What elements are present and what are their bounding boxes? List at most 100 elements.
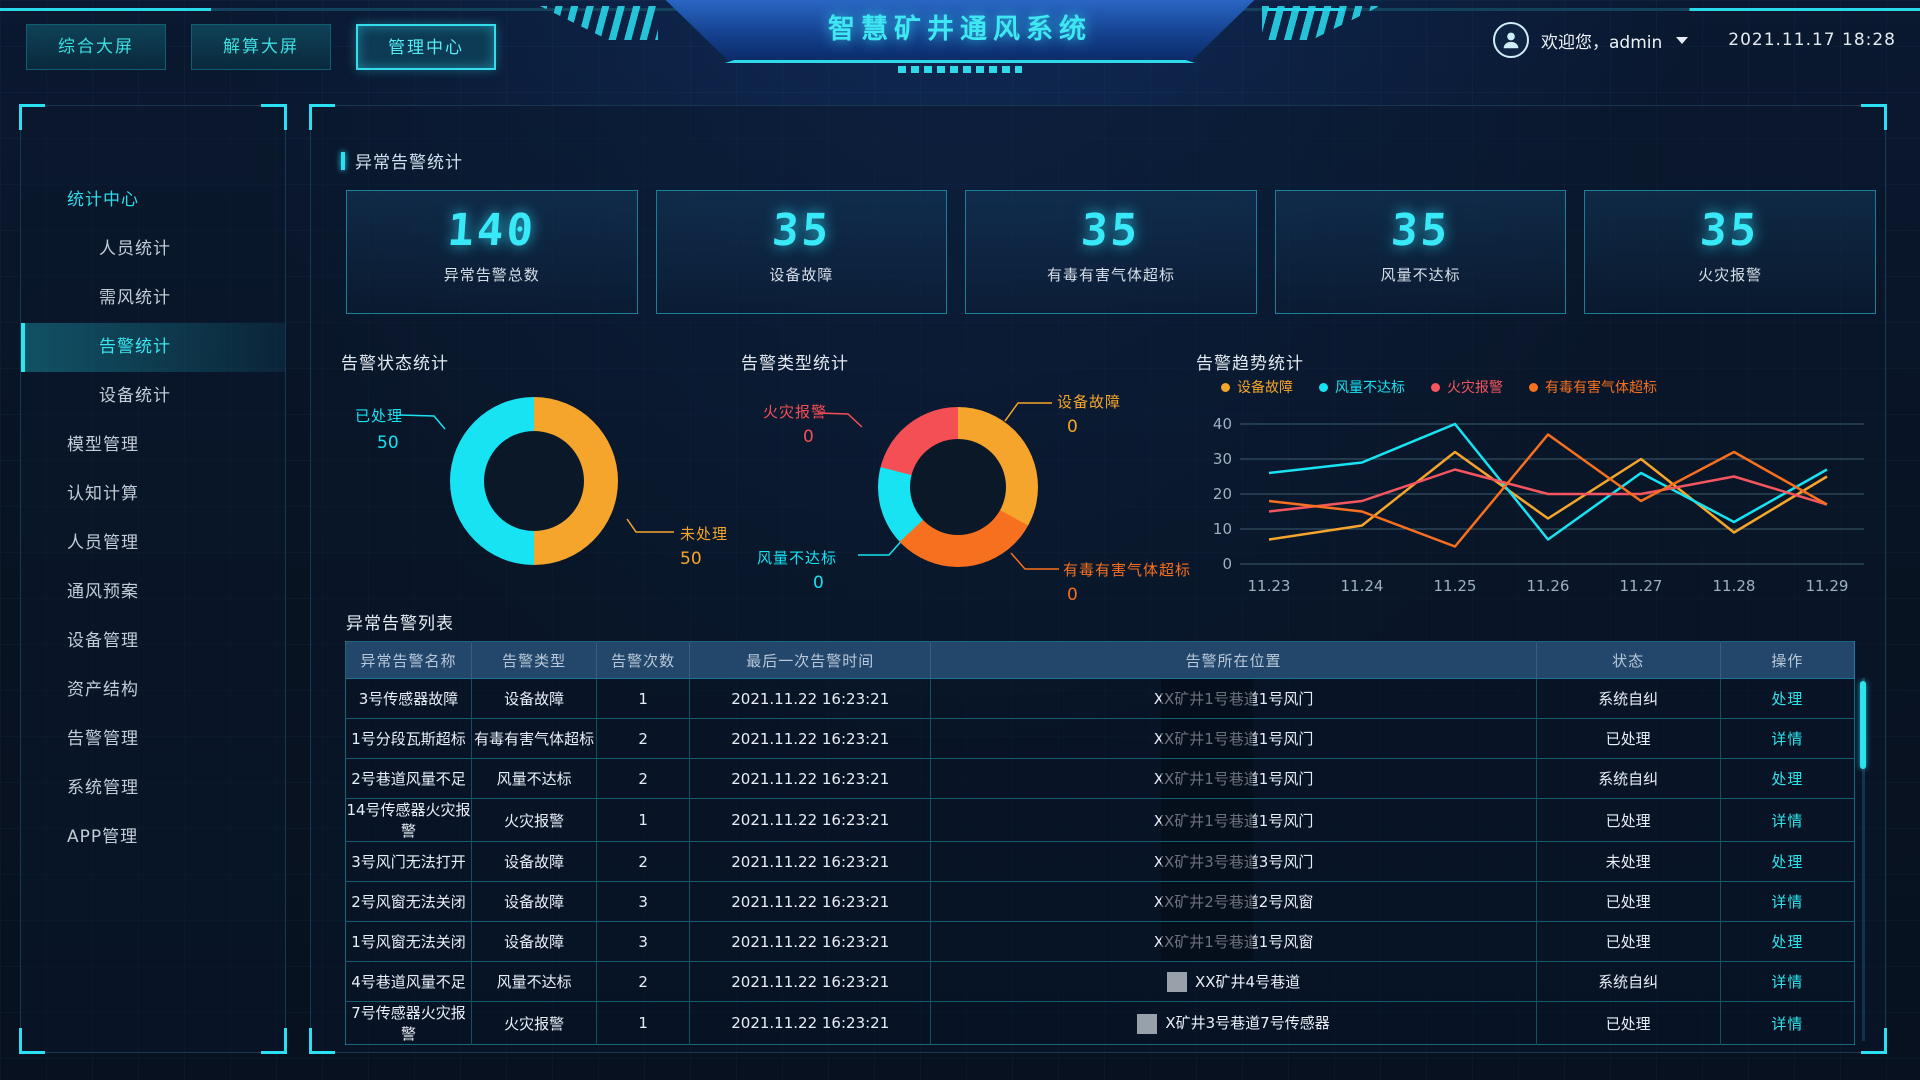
cell-alarm-name: 2号巷道风量不足: [345, 758, 472, 799]
cell-alarm-time: 2021.11.22 16:23:21: [689, 758, 932, 799]
banner-stripes-left: [540, 6, 658, 40]
banner-edge-line: [725, 60, 1195, 63]
legend-item-0[interactable]: 设备故障: [1221, 377, 1293, 397]
cell-alarm-time: 2021.11.22 16:23:21: [689, 921, 932, 962]
action-link-2[interactable]: 处理: [1771, 770, 1804, 788]
corner-bracket: [261, 1028, 287, 1054]
legend-item-2[interactable]: 火灾报警: [1431, 377, 1503, 397]
sidebar-item-6[interactable]: 资产结构: [67, 680, 139, 700]
nav-button-0[interactable]: 综合大屏: [26, 24, 166, 70]
cell-alarm-location: XX矿井1号巷道1号风窗: [930, 921, 1537, 962]
cell-alarm-status: 已处理: [1536, 1001, 1721, 1045]
user-menu-caret-icon[interactable]: [1676, 36, 1689, 44]
alarm-state-chart: 告警状态统计 已处理 50 未处理 50: [341, 341, 761, 626]
alarm-table-head: 异常告警名称 告警类型 告警次数 最后一次告警时间 告警所在位置 状态 操作: [345, 641, 1855, 679]
legend-dot: [1319, 382, 1328, 392]
alarm-trend-chart: 告警趋势统计 设备故障 风量不达标 火灾报警 有毒有害气体超标 0 10 20 30 40 11…: [1196, 341, 1886, 646]
pie-label-processed: 已处理: [355, 407, 404, 425]
action-link-7[interactable]: 详情: [1771, 973, 1804, 991]
sidebar-menu: 统计中心人员统计需风统计告警统计设备统计模型管理认知计算人员管理通风预案设备管理…: [21, 176, 285, 862]
legend-dot: [1431, 382, 1440, 392]
page-title: 智慧矿井通风系统: [828, 14, 1092, 45]
sidebar-subitem-0-3[interactable]: 设备统计: [99, 386, 171, 406]
sidebar-subitem-0-0[interactable]: 人员统计: [99, 239, 171, 259]
corner-bracket: [1861, 1028, 1887, 1054]
alarm-type-title: 告警类型统计: [741, 354, 849, 374]
redaction-box: [1166, 972, 1187, 993]
cell-alarm-type: 火灾报警: [471, 1001, 598, 1045]
sidebar-item-4[interactable]: 通风预案: [67, 582, 139, 602]
cell-alarm-name: 2号风窗无法关闭: [345, 881, 472, 922]
pie-label-airflow: 风量不达标: [757, 549, 838, 567]
action-link-5[interactable]: 详情: [1771, 893, 1804, 911]
corner-bracket: [19, 1028, 45, 1054]
sidebar-item-0[interactable]: 统计中心: [67, 190, 139, 210]
cell-alarm-type: 设备故障: [471, 841, 598, 882]
sidebar-item-7[interactable]: 告警管理: [67, 729, 139, 749]
sidebar-item-3[interactable]: 人员管理: [67, 533, 139, 553]
column-header-2: 告警次数: [596, 641, 691, 679]
action-link-6[interactable]: 处理: [1771, 933, 1804, 951]
nav-button-2[interactable]: 管理中心: [356, 24, 496, 70]
stat-card-value: 35: [1079, 205, 1143, 256]
stat-card-0: 140 异常告警总数: [346, 190, 638, 314]
stats-section-header: 异常告警统计: [341, 148, 463, 173]
svg-text:11.24: 11.24: [1341, 577, 1384, 595]
cell-alarm-location: XX矿井1号巷道1号风门: [930, 678, 1537, 719]
stat-card-4: 35 火灾报警: [1584, 190, 1876, 314]
nav-button-1[interactable]: 解算大屏: [191, 24, 331, 70]
sidebar-item-1[interactable]: 模型管理: [67, 435, 139, 455]
action-link-1[interactable]: 详情: [1771, 730, 1804, 748]
cell-alarm-action: 详情: [1720, 881, 1855, 922]
cell-alarm-count: 2: [596, 961, 691, 1002]
stat-card-label: 异常告警总数: [443, 266, 540, 284]
redaction-patch: [1161, 719, 1254, 758]
pie-value-airflow: 0: [813, 573, 824, 593]
cell-alarm-count: 3: [596, 881, 691, 922]
cell-alarm-status: 未处理: [1536, 841, 1721, 882]
app-title-banner: 智慧矿井通风系统: [665, 0, 1255, 62]
cell-alarm-location: XX矿井1号巷道1号风门: [930, 798, 1537, 842]
legend-item-1[interactable]: 风量不达标: [1319, 377, 1405, 397]
sidebar-item-9[interactable]: APP管理: [67, 827, 139, 847]
cell-alarm-action: 详情: [1720, 798, 1855, 842]
cell-alarm-action: 处理: [1720, 678, 1855, 719]
cell-alarm-type: 有毒有害气体超标: [471, 718, 598, 759]
cell-alarm-location: XX矿井1号巷道1号风门: [930, 718, 1537, 759]
cell-alarm-count: 1: [596, 678, 691, 719]
alarm-type-chart: 告警类型统计 设备故障 0 火灾报警 0 风量不达标 0 有毒有害气体超标 0: [741, 341, 1221, 636]
sidebar-item-8[interactable]: 系统管理: [67, 778, 139, 798]
legend-item-3[interactable]: 有毒有害气体超标: [1529, 377, 1657, 397]
redaction-box: [1137, 1013, 1158, 1034]
svg-text:11.25: 11.25: [1434, 577, 1477, 595]
cell-alarm-action: 处理: [1720, 758, 1855, 799]
stat-card-label: 火灾报警: [1698, 266, 1763, 284]
cell-alarm-type: 设备故障: [471, 881, 598, 922]
pie-value-gas: 0: [1067, 585, 1078, 605]
user-avatar-icon[interactable]: [1492, 22, 1529, 58]
datetime: 2021.11.17 18:28: [1728, 30, 1896, 50]
sidebar-item-2[interactable]: 认知计算: [67, 484, 139, 504]
legend-label: 火灾报警: [1447, 380, 1503, 396]
pie-value-device: 0: [1067, 417, 1078, 437]
action-link-4[interactable]: 处理: [1771, 853, 1804, 871]
corner-bracket: [309, 1028, 335, 1054]
legend-dot: [1529, 382, 1538, 392]
action-link-8[interactable]: 详情: [1771, 1014, 1804, 1033]
action-link-3[interactable]: 详情: [1771, 811, 1804, 830]
cell-alarm-location: XX矿井1号巷道1号风门: [930, 758, 1537, 799]
legend-label: 有毒有害气体超标: [1545, 380, 1657, 396]
cell-alarm-status: 已处理: [1536, 718, 1721, 759]
sidebar-subitem-0-1[interactable]: 需风统计: [99, 288, 171, 308]
action-link-0[interactable]: 处理: [1771, 690, 1804, 708]
stat-card-label: 有毒有害气体超标: [1046, 266, 1175, 284]
redaction-patch: [1161, 922, 1254, 961]
cell-alarm-time: 2021.11.22 16:23:21: [689, 961, 932, 1002]
sidebar-item-5[interactable]: 设备管理: [67, 631, 139, 651]
table-scrollbar-thumb[interactable]: [1860, 681, 1866, 769]
sidebar-subitem-0-2[interactable]: 告警统计: [21, 323, 285, 372]
sidebar: 统计中心人员统计需风统计告警统计设备统计模型管理认知计算人员管理通风预案设备管理…: [19, 104, 287, 1054]
redaction-patch: [1161, 759, 1254, 798]
cell-alarm-count: 1: [596, 798, 691, 842]
